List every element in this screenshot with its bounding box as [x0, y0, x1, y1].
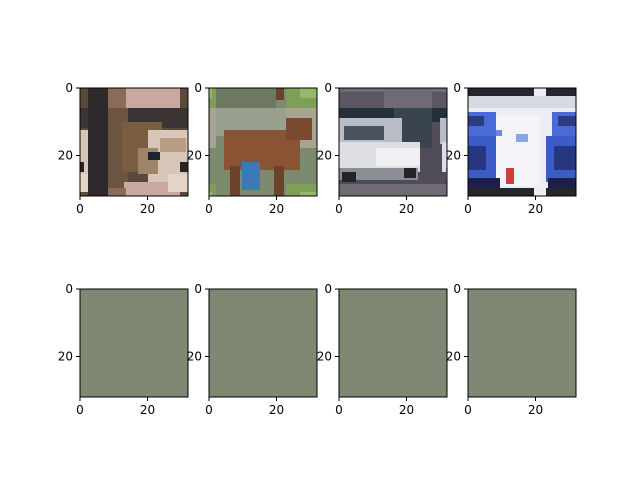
x-tick-label: 0 — [464, 403, 472, 417]
y-tick-label: 20 — [317, 350, 332, 364]
image-3 — [339, 88, 447, 196]
x-tick-label: 0 — [335, 202, 343, 216]
y-tick-label: 0 — [324, 81, 332, 95]
x-tick-label: 20 — [399, 202, 414, 216]
y-tick-label: 20 — [446, 350, 461, 364]
x-tick-label: 20 — [528, 403, 543, 417]
subplot-2: 0 20 0 20 — [187, 81, 317, 216]
x-tick-label: 0 — [205, 202, 213, 216]
image-2 — [209, 88, 317, 196]
y-tick-label: 20 — [317, 149, 332, 163]
y-tick-label: 0 — [65, 282, 73, 296]
x-tick-label: 20 — [528, 202, 543, 216]
y-tick-label: 20 — [187, 149, 202, 163]
x-tick-label: 0 — [335, 403, 343, 417]
y-tick-label: 0 — [324, 282, 332, 296]
y-tick-label: 20 — [187, 350, 202, 364]
x-tick-label: 20 — [399, 403, 414, 417]
y-tick-label: 20 — [58, 149, 73, 163]
subplot-8: 0 20 0 20 — [446, 282, 576, 417]
x-tick-label: 0 — [464, 202, 472, 216]
image-4 — [468, 88, 576, 196]
image-6 — [209, 289, 317, 397]
x-tick-label: 20 — [140, 403, 155, 417]
subplot-1: 0 20 0 20 — [58, 81, 188, 216]
y-tick-label: 0 — [194, 81, 202, 95]
subplot-7: 0 20 0 20 — [317, 282, 447, 417]
y-tick-label: 20 — [58, 350, 73, 364]
image-7 — [339, 289, 447, 397]
y-tick-label: 0 — [453, 81, 461, 95]
x-tick-label: 20 — [140, 202, 155, 216]
y-tick-label: 0 — [453, 282, 461, 296]
x-tick-label: 0 — [205, 403, 213, 417]
x-tick-label: 20 — [269, 403, 284, 417]
subplot-6: 0 20 0 20 — [187, 282, 317, 417]
y-tick-label: 0 — [65, 81, 73, 95]
x-tick-label: 0 — [76, 202, 84, 216]
subplot-5: 0 20 0 20 — [58, 282, 188, 417]
x-tick-label: 20 — [269, 202, 284, 216]
y-tick-label: 20 — [446, 149, 461, 163]
subplot-3: 0 20 0 20 — [317, 81, 447, 216]
subplot-4: 0 20 0 20 — [446, 81, 576, 216]
image-5 — [80, 289, 188, 397]
image-8 — [468, 289, 576, 397]
image-1 — [80, 88, 188, 196]
x-tick-label: 0 — [76, 403, 84, 417]
y-tick-label: 0 — [194, 282, 202, 296]
